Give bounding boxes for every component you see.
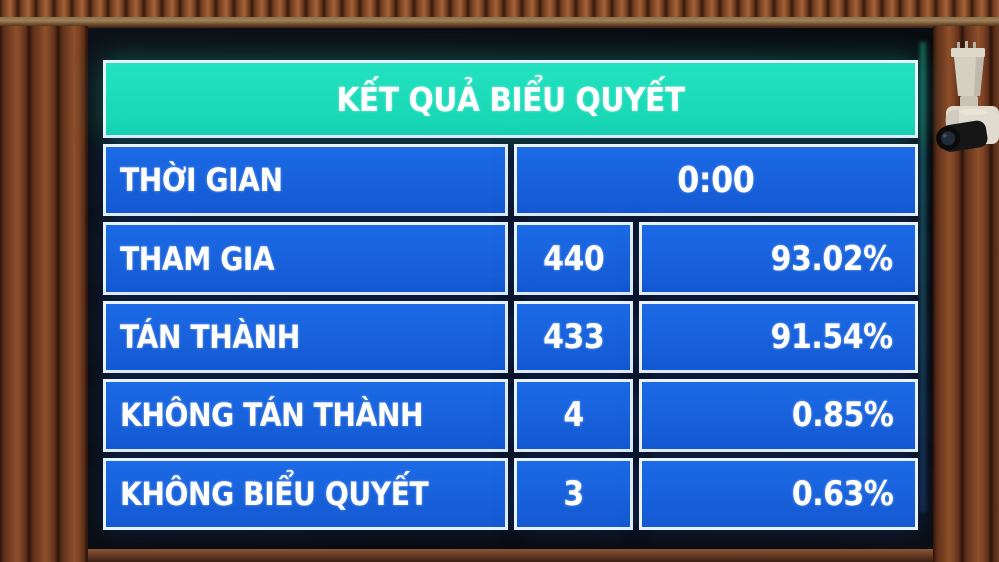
label-cell-khong-tan-thanh: KHÔNG TÁN THÀNH	[103, 379, 508, 452]
count-cell-khong-tan-thanh: 4	[514, 379, 633, 452]
label-cell-khong-bieu-quyet: KHÔNG BIỂU QUYẾT	[103, 457, 508, 531]
voting-results-board: KẾT QUẢ BIỂU QUYẾT THỜI GIAN 0:00 THAM G…	[103, 60, 918, 531]
row-khong-bieu-quyet: KHÔNG BIỂU QUYẾT 3 0.63%	[103, 457, 918, 531]
vote-count: 3	[563, 473, 584, 514]
count-cell-khong-bieu-quyet: 3	[514, 457, 633, 531]
label-cell-tham-gia: THAM GIA	[103, 222, 508, 295]
percent-cell-khong-bieu-quyet: 0.63%	[639, 457, 918, 531]
count-cell-tham-gia: 440	[514, 222, 633, 295]
security-camera-icon	[936, 41, 999, 152]
vote-percent: 93.02%	[771, 238, 893, 279]
row-label: THAM GIA	[120, 239, 275, 278]
row-tan-thanh: TÁN THÀNH 433 91.54%	[103, 300, 918, 374]
row-label: KHÔNG BIỂU QUYẾT	[120, 474, 429, 513]
row-label: TÁN THÀNH	[120, 318, 300, 357]
vote-percent: 0.85%	[791, 395, 893, 436]
vote-count: 433	[542, 317, 605, 358]
value-cell-thoi-gian: 0:00	[514, 144, 918, 217]
vote-percent: 91.54%	[771, 317, 893, 358]
percent-cell-tham-gia: 93.02%	[639, 222, 918, 295]
count-cell-tan-thanh: 433	[514, 300, 633, 374]
wood-panel-bottom	[88, 549, 933, 562]
vote-count: 440	[542, 238, 605, 279]
wood-panel-top	[0, 0, 999, 18]
board-title: KẾT QUẢ BIỂU QUYẾT	[336, 79, 685, 119]
wood-beam	[0, 17, 999, 29]
row-tham-gia: THAM GIA 440 93.02%	[103, 222, 918, 295]
screen-glow	[920, 42, 926, 512]
percent-cell-tan-thanh: 91.54%	[639, 300, 918, 374]
row-label: THỜI GIAN	[120, 161, 283, 200]
label-cell-thoi-gian: THỜI GIAN	[103, 144, 508, 217]
row-khong-tan-thanh: KHÔNG TÁN THÀNH 4 0.85%	[103, 379, 918, 452]
percent-cell-khong-tan-thanh: 0.85%	[639, 379, 918, 452]
led-screen: KẾT QUẢ BIỂU QUYẾT THỜI GIAN 0:00 THAM G…	[88, 28, 933, 549]
vote-count: 4	[563, 395, 584, 436]
time-value: 0:00	[677, 159, 755, 201]
vote-percent: 0.63%	[791, 473, 893, 514]
label-cell-tan-thanh: TÁN THÀNH	[103, 300, 508, 374]
wood-panel-left	[0, 26, 88, 562]
security-camera	[929, 40, 999, 180]
board-title-bar: KẾT QUẢ BIỂU QUYẾT	[103, 60, 918, 138]
row-thoi-gian: THỜI GIAN 0:00	[103, 144, 918, 217]
row-label: KHÔNG TÁN THÀNH	[120, 396, 424, 435]
